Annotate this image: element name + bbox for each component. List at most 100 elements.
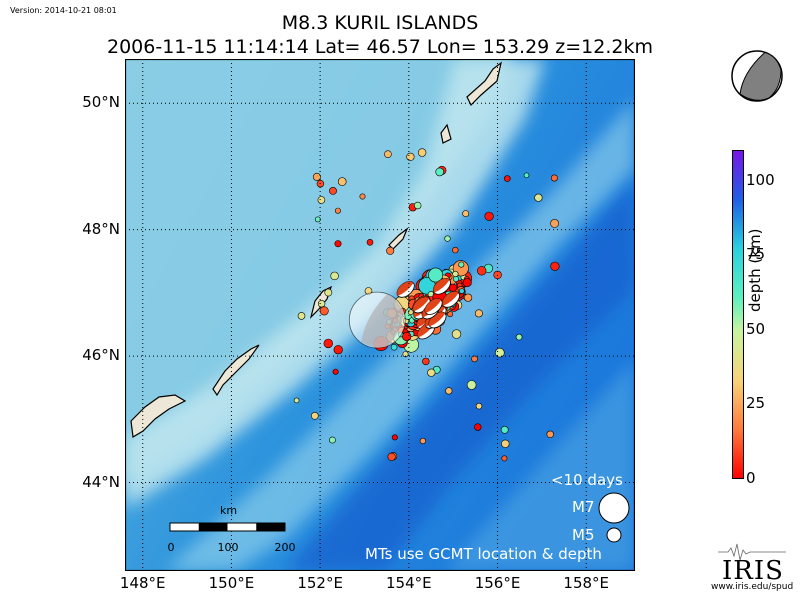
- moment-tensor-marker: [396, 281, 415, 298]
- island-iturup: [212, 344, 260, 397]
- iris-logo-text: IRIS: [722, 556, 784, 586]
- legend-title: <10 days: [551, 471, 623, 489]
- aftershock-marker: [474, 309, 483, 318]
- aftershock-marker: [337, 177, 347, 186]
- kuril-trench: [285, 179, 635, 571]
- aftershock-marker: [319, 306, 329, 316]
- colorbar-tick-label: 0: [746, 469, 756, 487]
- magnitude-legend-icon: [598, 492, 630, 543]
- aftershock-marker: [458, 288, 465, 294]
- event-title: M8.3 KURIL ISLANDS: [281, 12, 479, 34]
- scale-bar-unit: km: [220, 504, 238, 517]
- lat-tick-label: 44°N: [82, 472, 120, 491]
- aftershock-marker: [435, 167, 445, 177]
- aftershock-marker: [452, 246, 459, 254]
- lat-tick-label: 50°N: [82, 93, 120, 112]
- aftershock-marker: [475, 402, 483, 410]
- aftershock-marker: [503, 175, 511, 182]
- moment-tensor-marker: [441, 291, 460, 308]
- aftershock-marker: [501, 455, 508, 462]
- aftershock-marker: [312, 172, 321, 181]
- pacific-rise: [445, 359, 635, 571]
- aftershock-marker: [515, 333, 523, 341]
- lat-tick-label: 46°N: [82, 346, 120, 365]
- aftershock-marker: [466, 380, 477, 390]
- aftershock-marker: [323, 338, 334, 349]
- aftershock-marker: [324, 288, 333, 297]
- legend-m5-label: M5: [572, 526, 595, 544]
- aftershock-marker: [406, 152, 415, 161]
- colorbar-tick-label: 100: [746, 170, 775, 189]
- aftershock-marker: [293, 397, 300, 404]
- aftershock-marker: [332, 368, 339, 375]
- aftershock-marker: [417, 148, 427, 157]
- aftershock-marker: [474, 423, 482, 431]
- aftershock-marker: [386, 246, 395, 255]
- version-text: Version: 2014-10-21 08:01: [10, 6, 117, 15]
- lon-tick-label: 156°E: [474, 574, 521, 592]
- aftershock-marker: [419, 437, 427, 445]
- iris-logo-url[interactable]: www.iris.edu/spud: [711, 582, 794, 592]
- legend-m7-label: M7: [572, 498, 595, 516]
- aftershock-marker: [330, 271, 339, 281]
- aftershock-marker: [501, 439, 510, 448]
- aftershock-marker: [366, 239, 374, 246]
- aftershock-layer: [293, 148, 560, 462]
- moment-tensor-marker: [424, 298, 443, 315]
- moment-tensor-note: MTs use GCMT location & depth: [365, 545, 602, 563]
- aftershock-marker: [428, 267, 443, 283]
- lon-tick-label: 150°E: [208, 574, 255, 592]
- colorbar-tick-label: 25: [746, 394, 766, 413]
- iris-seismogram-icon: [718, 543, 786, 561]
- aftershock-marker: [500, 425, 509, 434]
- aftershock-marker: [471, 355, 478, 363]
- event-subtitle: 2006-11-15 11:14:14 Lat= 46.57 Lon= 153.…: [106, 36, 653, 58]
- aftershock-marker: [550, 261, 560, 271]
- aftershock-marker: [451, 329, 462, 339]
- aftershock-marker: [297, 312, 306, 320]
- colorbar-label: depth (km): [746, 228, 764, 312]
- lon-tick-label: 154°E: [386, 574, 432, 592]
- aftershock-marker: [317, 300, 326, 308]
- aftershock-marker: [414, 201, 422, 210]
- aftershock-marker: [407, 309, 414, 315]
- mainshock-beachball: [348, 291, 406, 349]
- aftershock-marker: [334, 240, 342, 248]
- aftershock-marker: [329, 186, 337, 195]
- aftershock-marker: [546, 430, 554, 438]
- aftershock-marker: [550, 174, 558, 182]
- aftershock-marker: [317, 196, 326, 204]
- aftershock-marker: [462, 278, 472, 288]
- aftershock-marker: [444, 235, 451, 242]
- island-kunashir: [130, 394, 187, 438]
- lon-tick-label: 152°E: [297, 574, 343, 592]
- scale-bar: [169, 522, 286, 532]
- lon-tick-label: 158°E: [563, 574, 610, 592]
- aftershock-marker: [534, 193, 543, 202]
- aftershock-marker: [462, 210, 470, 217]
- aftershock-marker: [402, 331, 412, 342]
- scale-bar-tick: 100: [217, 541, 239, 554]
- aftershock-marker: [334, 207, 341, 214]
- aftershock-marker: [484, 211, 494, 221]
- aftershock-marker: [445, 387, 453, 395]
- island-shiashkotan: [440, 123, 452, 144]
- aftershock-marker: [359, 193, 366, 200]
- map-frame: [125, 59, 635, 571]
- graticule: [125, 59, 635, 571]
- aftershock-marker: [452, 276, 459, 283]
- aftershock-marker: [333, 345, 343, 355]
- aftershock-marker: [402, 351, 409, 358]
- lon-tick-label: 148°E: [119, 574, 166, 592]
- aftershock-marker: [494, 347, 505, 358]
- aftershock-marker: [314, 216, 321, 223]
- map-panel[interactable]: [125, 59, 635, 571]
- aftershock-marker: [452, 270, 459, 278]
- scale-bar-tick: 200: [274, 541, 296, 554]
- aftershock-marker: [550, 218, 559, 228]
- island-onekotan: [466, 61, 502, 107]
- focal-mechanism-icon[interactable]: [729, 48, 785, 104]
- aftershock-marker: [391, 434, 398, 441]
- colorbar-tick-label: 50: [746, 319, 766, 338]
- moment-tensor-marker: [432, 277, 451, 295]
